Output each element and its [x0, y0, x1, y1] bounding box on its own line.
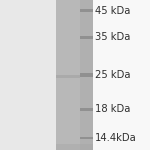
Bar	[56, 0, 80, 150]
Bar	[80, 73, 93, 77]
Bar	[80, 0, 93, 150]
Text: 18 kDa: 18 kDa	[95, 105, 131, 114]
Bar	[80, 137, 93, 139]
Bar	[80, 9, 93, 12]
Bar	[80, 108, 93, 111]
Text: 25 kDa: 25 kDa	[95, 70, 131, 80]
Bar	[93, 0, 150, 150]
Text: 45 kDa: 45 kDa	[95, 6, 131, 15]
Bar	[80, 36, 93, 39]
Bar	[56, 75, 80, 78]
Text: 14.4kDa: 14.4kDa	[95, 133, 137, 143]
Text: 35 kDa: 35 kDa	[95, 33, 131, 42]
Bar	[56, 144, 93, 150]
Bar	[0, 0, 56, 150]
